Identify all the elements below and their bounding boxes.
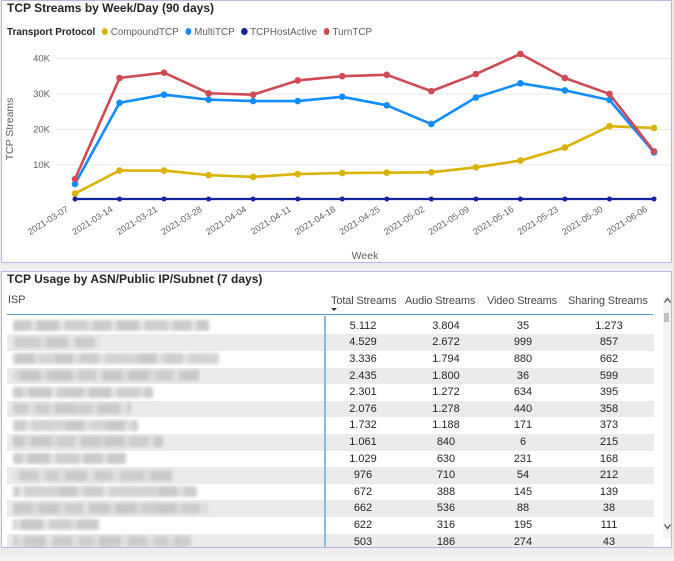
svg-text:20K: 20K: [33, 124, 51, 135]
svg-text:TCP Streams: TCP Streams: [4, 98, 16, 161]
svg-text:2021-03-14: 2021-03-14: [70, 204, 114, 237]
svg-text:2021-04-11: 2021-04-11: [249, 204, 293, 237]
svg-text:10K: 10K: [33, 160, 51, 171]
svg-text:2021-03-21: 2021-03-21: [115, 204, 159, 237]
svg-text:40K: 40K: [33, 54, 51, 65]
svg-text:2021-05-02: 2021-05-02: [382, 204, 426, 237]
svg-text:2021-05-09: 2021-05-09: [427, 204, 471, 237]
svg-text:Week: Week: [352, 250, 379, 262]
svg-text:2021-05-30: 2021-05-30: [560, 204, 604, 237]
svg-text:2021-04-04: 2021-04-04: [204, 204, 248, 237]
svg-text:2021-03-07: 2021-03-07: [26, 204, 70, 237]
svg-text:2021-05-16: 2021-05-16: [471, 204, 515, 237]
svg-text:2021-04-18: 2021-04-18: [293, 204, 337, 237]
svg-text:2021-04-25: 2021-04-25: [337, 204, 381, 237]
svg-text:2021-05-23: 2021-05-23: [516, 204, 560, 237]
svg-text:2021-03-28: 2021-03-28: [159, 204, 203, 237]
svg-text:2021-06-06: 2021-06-06: [605, 204, 649, 237]
svg-text:30K: 30K: [33, 89, 51, 100]
